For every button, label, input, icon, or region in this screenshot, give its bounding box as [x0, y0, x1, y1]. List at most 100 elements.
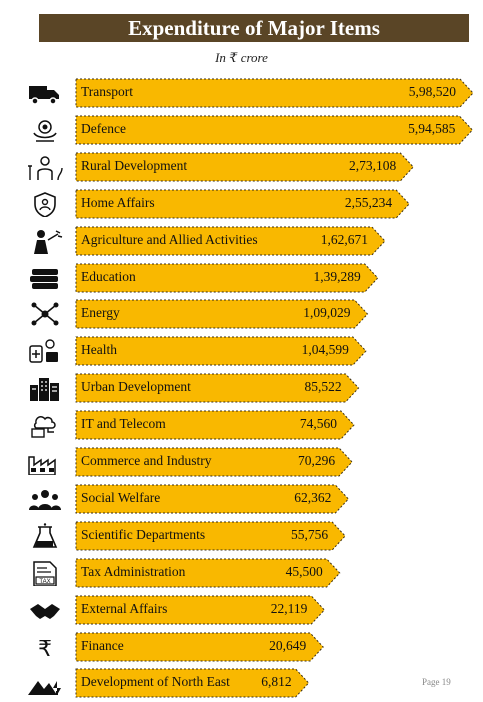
bar [75, 263, 379, 292]
bar-value-label: 20,649 [269, 637, 307, 653]
farmer-spraying-icon [26, 228, 64, 254]
factory-icon [26, 449, 64, 476]
bar-label: Scientific Departments [81, 526, 206, 542]
bar-shape [75, 521, 346, 551]
farmer-icon [26, 154, 64, 180]
bar-shape [75, 189, 410, 219]
bar [75, 484, 350, 514]
bar [75, 521, 346, 551]
bar [75, 299, 369, 329]
svg-text:₹: ₹ [38, 637, 52, 660]
page-title: Expenditure of Major Items [39, 14, 469, 42]
books-icon [26, 265, 64, 291]
beaker-icon [26, 523, 64, 549]
unit-subtitle: In ₹ crore [215, 50, 268, 65]
cloud-computer-icon [26, 412, 64, 438]
bar-value-label: 1,04,599 [301, 342, 349, 358]
bar-shape [75, 410, 355, 440]
bar-row: External Affairs 22,119 [0, 595, 483, 625]
bar-value-label: 85,522 [304, 379, 342, 395]
bar-row: Development of North East 6,812 [0, 668, 483, 698]
page-number: Page 19 [422, 677, 451, 687]
bar-label: Urban Development [81, 379, 191, 395]
handshake-icon [26, 597, 64, 623]
network-icon [26, 301, 64, 327]
bar-label: IT and Telecom [81, 416, 166, 432]
tax-document-icon: TAX [26, 560, 64, 587]
bar-row: Rural Development 2,73,108 [0, 152, 483, 182]
bar [75, 668, 310, 698]
defence-emblem-icon [26, 117, 64, 143]
svg-text:TAX: TAX [39, 579, 50, 585]
bar-label: Transport [81, 84, 134, 99]
bar [75, 410, 355, 440]
bar-value-label: 5,98,520 [408, 84, 456, 99]
bar-row: Agriculture and Allied Activities 1,62,67… [0, 226, 483, 256]
rupee-icon: ₹ [26, 634, 64, 662]
bar-shape [75, 558, 341, 588]
bar-row: Home Affairs 2,55,234 [0, 189, 483, 219]
bar-value-label: 2,73,108 [349, 157, 397, 173]
bar-shape [75, 299, 369, 329]
bar-value-label: 1,39,289 [313, 268, 361, 284]
bar-row: Commerce and Industry 70,296 [0, 447, 483, 477]
bar-label: Energy [81, 305, 120, 321]
bar-shape [75, 632, 324, 661]
bar-row: ₹ Finance 20,649 [0, 632, 483, 662]
bar-shape [75, 668, 310, 698]
bar [75, 226, 386, 256]
bar [75, 115, 474, 145]
bar-value-label: 22,119 [270, 600, 308, 616]
bar-label: Defence [81, 120, 126, 136]
bar-label: Social Welfare [81, 489, 161, 505]
mountains-icon [26, 670, 64, 696]
bar-value-label: 6,812 [261, 674, 292, 690]
bar-value-label: 1,62,671 [320, 231, 368, 247]
bar-value-label: 74,560 [299, 416, 337, 432]
bar-shape [75, 595, 326, 625]
bar [75, 78, 474, 108]
bar-value-label: 45,500 [285, 563, 323, 579]
bar-value-label: 70,296 [297, 453, 336, 468]
bar-value-label: 1,09,029 [303, 305, 351, 321]
bar-value-label: 2,55,234 [344, 194, 393, 210]
bar-row: Urban Development 85,522 [0, 373, 483, 403]
bar-shape [75, 336, 367, 366]
bar-label: Development of North East [81, 674, 230, 690]
bar-label: Commerce and Industry [81, 453, 212, 468]
police-shield-icon [26, 191, 64, 218]
bar-shape [75, 78, 474, 108]
bar-row: Health 1,04,599 [0, 336, 483, 366]
bar-label: Tax Administration [81, 563, 186, 579]
bar [75, 189, 410, 219]
bar-shape [75, 263, 379, 292]
bar [75, 373, 360, 403]
bar-row: TAX Tax Administration 45,500 [0, 558, 483, 588]
bar-shape [75, 373, 360, 403]
bar [75, 336, 367, 366]
bar [75, 595, 326, 625]
medicine-icon [26, 338, 64, 364]
bar-row: Defence 5,94,585 [0, 115, 483, 145]
bar-label: Health [81, 342, 117, 358]
bar [75, 632, 324, 661]
bar-value-label: 55,756 [291, 526, 329, 542]
bar-label: Finance [81, 637, 124, 653]
bar-row: IT and Telecom 74,560 [0, 410, 483, 440]
bar-label: Home Affairs [81, 194, 155, 210]
buildings-icon [26, 375, 64, 402]
bar [75, 558, 341, 588]
bar [75, 152, 414, 182]
bar-label: Agriculture and Allied Activities [81, 231, 258, 247]
bar-shape [75, 447, 353, 477]
bar-row: Transport 5,98,520 [0, 78, 483, 108]
bar-label: Rural Development [81, 157, 188, 173]
bar [75, 447, 353, 477]
bar-shape [75, 484, 350, 514]
truck-icon [26, 80, 64, 106]
bar-shape [75, 115, 474, 145]
bar-row: Scientific Departments 55,756 [0, 521, 483, 551]
bar-value-label: 62,362 [294, 489, 332, 505]
bar-row: Education 1,39,289 [0, 263, 483, 293]
bar-row: Social Welfare 62,362 [0, 484, 483, 514]
